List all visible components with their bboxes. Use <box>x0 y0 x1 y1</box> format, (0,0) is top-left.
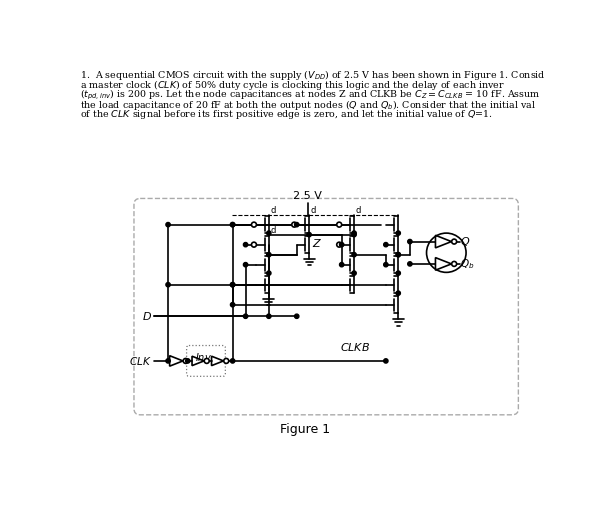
Circle shape <box>396 271 400 275</box>
Text: ($t_{pd,inv}$) is 200 ps. Let the node capacitances at nodes Z and CLKB be $C_Z : ($t_{pd,inv}$) is 200 ps. Let the node c… <box>80 89 541 103</box>
Text: Figure 1: Figure 1 <box>280 423 330 436</box>
Text: the load capacitance of 20 fF at both the output nodes ($Q$ and $Q_b$). Consider: the load capacitance of 20 fF at both th… <box>80 98 536 112</box>
Circle shape <box>230 222 235 227</box>
Circle shape <box>340 242 344 247</box>
Circle shape <box>408 262 412 266</box>
Circle shape <box>183 358 188 364</box>
Circle shape <box>337 222 341 227</box>
Circle shape <box>267 252 271 257</box>
Circle shape <box>384 242 388 247</box>
Circle shape <box>230 282 235 287</box>
Circle shape <box>396 252 400 257</box>
Text: of the $CLK$ signal before its first positive edge is zero, and let the initial : of the $CLK$ signal before its first pos… <box>80 108 493 121</box>
Circle shape <box>230 282 235 287</box>
FancyBboxPatch shape <box>134 198 519 415</box>
Circle shape <box>292 222 297 227</box>
Circle shape <box>267 271 271 275</box>
Text: $Q$: $Q$ <box>460 235 470 248</box>
Text: 1.  A sequential CMOS circuit with the supply ($V_{DD}$) of 2.5 V has been shown: 1. A sequential CMOS circuit with the su… <box>80 68 546 82</box>
Text: d: d <box>270 226 276 235</box>
Circle shape <box>166 359 170 363</box>
Circle shape <box>295 314 299 319</box>
Circle shape <box>452 239 457 244</box>
Text: 2.5 V: 2.5 V <box>293 191 322 201</box>
Circle shape <box>352 252 356 257</box>
Circle shape <box>295 222 299 227</box>
Circle shape <box>243 242 248 247</box>
Text: $D$: $D$ <box>142 310 152 322</box>
Circle shape <box>186 359 190 363</box>
Circle shape <box>396 252 400 257</box>
Circle shape <box>267 314 271 319</box>
Circle shape <box>396 231 400 235</box>
Text: $Inv$: $Inv$ <box>195 351 212 363</box>
Circle shape <box>384 359 388 363</box>
Text: d: d <box>270 206 276 215</box>
Circle shape <box>230 359 235 363</box>
Text: $CLK$: $CLK$ <box>129 355 152 367</box>
FancyBboxPatch shape <box>186 346 226 376</box>
Circle shape <box>166 282 170 287</box>
Text: $Z$: $Z$ <box>312 237 322 249</box>
Circle shape <box>243 263 248 267</box>
Circle shape <box>340 263 344 267</box>
Circle shape <box>396 291 400 295</box>
Circle shape <box>384 263 388 267</box>
Circle shape <box>352 231 356 235</box>
Circle shape <box>251 242 256 247</box>
Circle shape <box>352 271 356 275</box>
Circle shape <box>166 222 170 227</box>
Circle shape <box>230 303 235 307</box>
Circle shape <box>307 233 311 237</box>
Text: d: d <box>311 206 316 215</box>
Text: $Q_b$: $Q_b$ <box>460 257 474 271</box>
Circle shape <box>224 358 229 364</box>
Circle shape <box>352 233 356 237</box>
Circle shape <box>267 231 271 235</box>
Circle shape <box>243 314 248 319</box>
Circle shape <box>452 262 457 266</box>
Circle shape <box>204 358 209 364</box>
Circle shape <box>408 239 412 244</box>
Circle shape <box>251 222 256 227</box>
Text: $CLKB$: $CLKB$ <box>340 341 370 353</box>
Text: a master clock ($CLK$) of 50% duty cycle is clocking this logic and the delay of: a master clock ($CLK$) of 50% duty cycle… <box>80 78 505 92</box>
Circle shape <box>230 222 235 227</box>
Circle shape <box>337 242 341 247</box>
Text: d: d <box>356 206 361 215</box>
